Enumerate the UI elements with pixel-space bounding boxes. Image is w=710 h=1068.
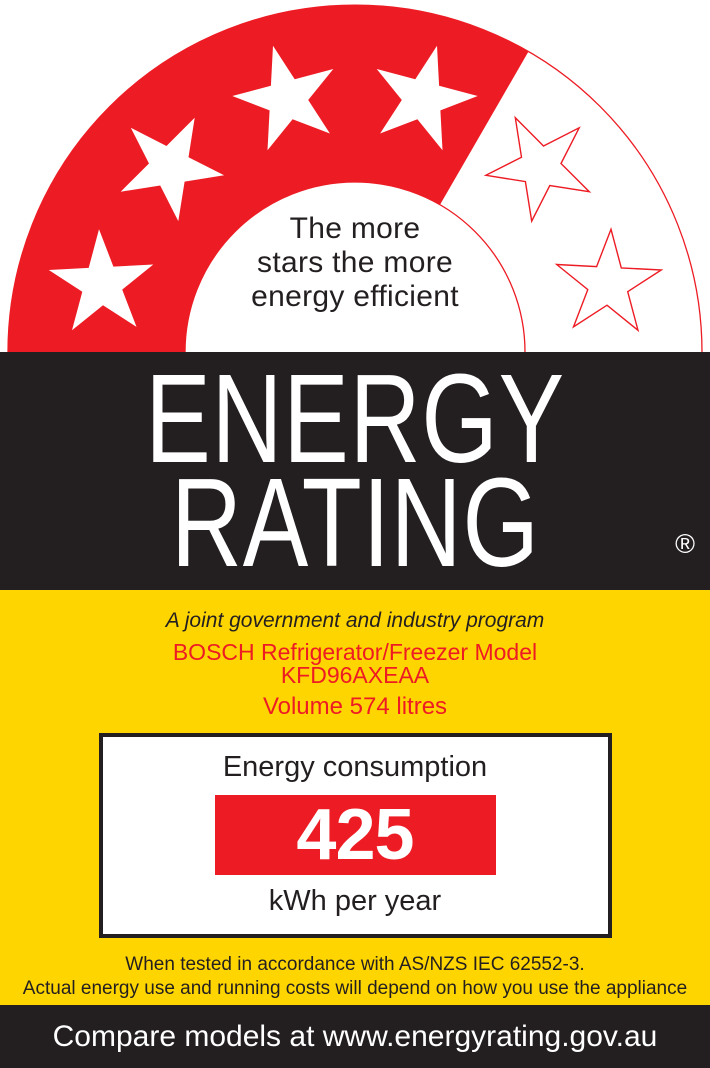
test-standard-note: When tested in accordance with AS/NZS IE…: [125, 954, 585, 975]
arc-tagline: The more stars the more energy efficient: [0, 212, 710, 314]
energy-consumption-box: Energy consumption 425 kWh per year: [98, 733, 612, 938]
tagline-line-1: The more: [289, 212, 421, 245]
product-volume: Volume 574 litres: [262, 693, 448, 720]
usage-note: Actual energy use and running costs will…: [22, 978, 688, 999]
product-brand-model: BOSCH Refrigerator/Freezer Model KFD96AX…: [0, 641, 710, 687]
label-details-section: A joint government and industry program …: [0, 590, 710, 1005]
registered-trademark-symbol: ®: [675, 529, 695, 559]
consumption-value: 425: [296, 795, 414, 875]
product-model-number: KFD96AXEAA: [280, 662, 430, 688]
banner-title-energy: ENERGY: [145, 348, 565, 489]
program-tagline: A joint government and industry program: [165, 609, 545, 632]
energy-rating-banner: ENERGY RATING ®: [0, 352, 710, 590]
tagline-line-2: stars the more: [257, 246, 453, 279]
consumption-value-box: 425: [214, 795, 496, 875]
tagline-line-3: energy efficient: [251, 280, 459, 313]
star-rating-graphic: [7, 4, 703, 352]
test-notes: When tested in accordance with AS/NZS IE…: [0, 953, 710, 1001]
product-brand-line: BOSCH Refrigerator/Freezer Model: [172, 639, 538, 665]
banner-title-rating: RATING: [170, 452, 540, 593]
consumption-heading: Energy consumption: [222, 751, 488, 783]
footer-bar: Compare models at www.energyrating.gov.a…: [0, 1005, 710, 1068]
star-rating-arc-section: The more stars the more energy efficient: [0, 0, 710, 352]
compare-models-text: Compare models at www.energyrating.gov.a…: [52, 1019, 658, 1053]
consumption-unit: kWh per year: [268, 885, 442, 917]
